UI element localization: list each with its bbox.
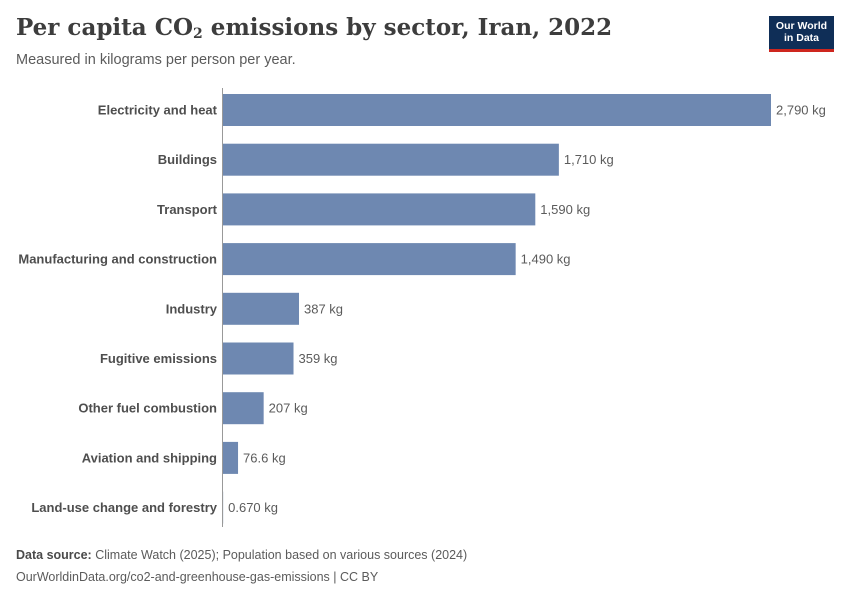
chart-title: Per capita CO2 emissions by sector, Iran… xyxy=(16,14,612,42)
bar[interactable] xyxy=(223,342,294,375)
bars-layer: Electricity and heat 2,790 kg Buildings 1,7… xyxy=(18,94,826,524)
source-label: Data source: xyxy=(16,548,92,562)
category-label: Transport xyxy=(157,202,218,217)
bar[interactable] xyxy=(223,143,559,176)
value-label: 0.670 kg xyxy=(228,500,278,515)
value-label: 1,590 kg xyxy=(540,202,590,217)
bar[interactable] xyxy=(223,441,239,474)
bar-chart: Electricity and heat 2,790 kg Buildings 1,7… xyxy=(18,88,826,527)
bar[interactable] xyxy=(223,94,771,126)
category-label: Fugitive emissions xyxy=(100,351,217,366)
logo-line-2: in Data xyxy=(783,32,819,44)
source-text: Climate Watch (2025); Population based o… xyxy=(91,548,468,562)
value-label: 207 kg xyxy=(269,401,308,416)
value-label: 76.6 kg xyxy=(243,450,286,465)
category-label: Other fuel combustion xyxy=(78,401,217,416)
category-label: Aviation and shipping xyxy=(82,450,217,465)
category-label: Buildings xyxy=(158,152,217,167)
title-rest: emissions by sector, Iran, 2022 xyxy=(202,14,613,41)
data-source: Data source: Climate Watch (2025); Popul… xyxy=(16,548,467,562)
bar[interactable] xyxy=(223,292,300,325)
value-label: 2,790 kg xyxy=(776,103,826,118)
logo-line-1: Our World xyxy=(775,20,828,32)
value-label: 1,710 kg xyxy=(564,152,614,167)
category-label: Manufacturing and construction xyxy=(18,252,217,267)
category-label: Land-use change and forestry xyxy=(31,500,217,515)
bar[interactable] xyxy=(223,392,264,425)
value-label: 359 kg xyxy=(299,351,338,366)
owid-logo[interactable]: Our World in Data xyxy=(769,16,834,52)
category-label: Industry xyxy=(166,301,218,316)
bar[interactable] xyxy=(223,193,536,226)
source-url[interactable]: OurWorldinData.org/co2-and-greenhouse-ga… xyxy=(16,570,379,584)
title-main: Per capita CO xyxy=(16,14,194,41)
chart-subtitle: Measured in kilograms per person per yea… xyxy=(16,52,296,68)
value-label: 1,490 kg xyxy=(521,252,571,267)
value-label: 387 kg xyxy=(304,301,343,316)
title-subscript: 2 xyxy=(193,26,203,42)
category-label: Electricity and heat xyxy=(98,103,218,118)
bar[interactable] xyxy=(223,243,516,276)
